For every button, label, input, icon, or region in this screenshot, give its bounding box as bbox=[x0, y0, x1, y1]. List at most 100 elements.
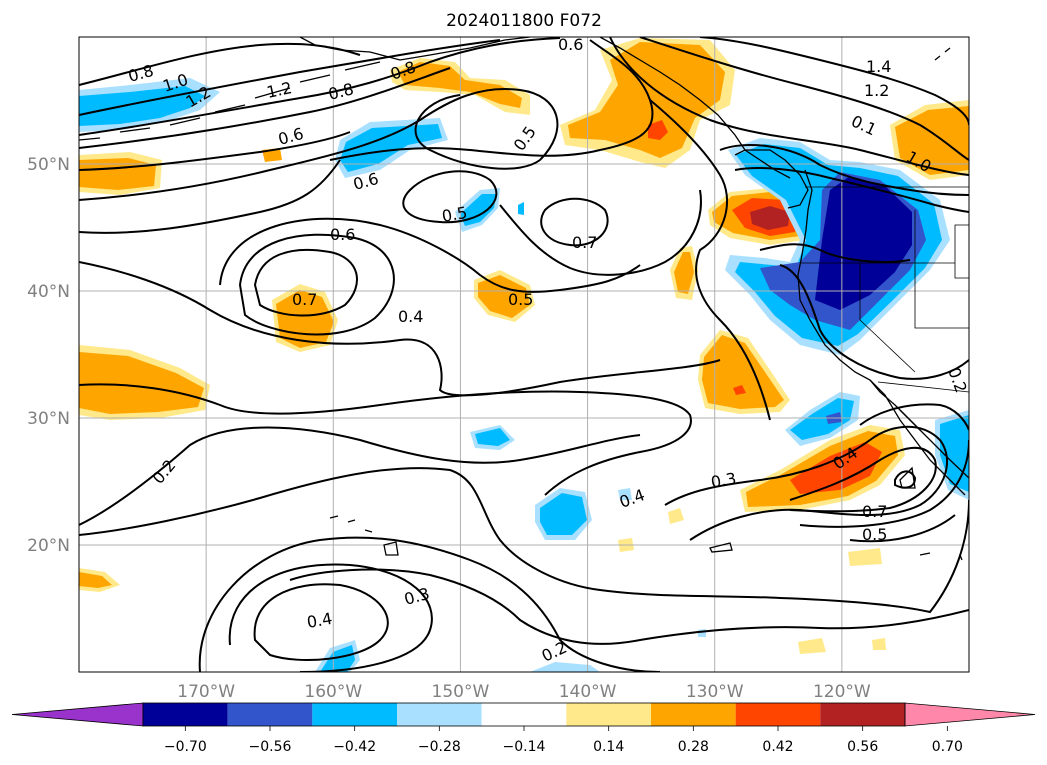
colorbar-tick-label: −0.42 bbox=[333, 739, 376, 755]
contour-jet-3 bbox=[894, 470, 917, 489]
latitude-tick-label: 50°N bbox=[27, 155, 70, 175]
colorbar-tick-label: −0.28 bbox=[418, 739, 461, 755]
fill-positive-small-d bbox=[848, 548, 882, 566]
border-state-east bbox=[914, 210, 969, 329]
contour-jet-4 bbox=[799, 439, 969, 528]
colorbar-extend-low bbox=[11, 702, 144, 727]
fill-negative-bottom-mid bbox=[530, 662, 600, 672]
contour-label: 0.4 bbox=[398, 307, 423, 326]
contour-right-8 bbox=[779, 264, 969, 380]
fill-positive-right-edge-55n-inner bbox=[895, 106, 969, 175]
longitude-tick-label: 170°W bbox=[177, 682, 235, 702]
fill-negative-148w-28n-inner bbox=[475, 428, 510, 446]
fill-positive-small-e bbox=[872, 638, 886, 650]
contour-lines bbox=[79, 37, 969, 672]
contour-mid-loop-2 bbox=[329, 39, 654, 161]
border-us-mexico bbox=[877, 381, 969, 393]
fill-positive-gulf-alaska-core bbox=[648, 120, 668, 140]
contour-label: 0.7 bbox=[862, 502, 887, 521]
colorbar-segment bbox=[397, 703, 482, 726]
contour-mid-loop-1 bbox=[414, 94, 541, 170]
colorbar-tick-label: −0.14 bbox=[503, 739, 546, 755]
latitude-tick-label: 30°N bbox=[27, 409, 70, 429]
fill-positive-small-c bbox=[798, 638, 826, 654]
contour-mid-loop-3 bbox=[402, 170, 498, 224]
contour-mid-3 bbox=[499, 189, 702, 276]
contour-upper-3 bbox=[79, 37, 561, 136]
border-state-nv bbox=[859, 263, 916, 373]
fill-positive-small-a bbox=[668, 508, 684, 524]
colorbar-tick-label: −0.70 bbox=[164, 739, 207, 755]
contour-upper-1 bbox=[79, 42, 361, 86]
colorbar-segment bbox=[651, 703, 736, 726]
colorbar-tick-label: 0.28 bbox=[678, 739, 709, 755]
contour-right-7 bbox=[759, 243, 911, 263]
colorbar: −0.70 −0.56 −0.42 −0.28 −0.14 0.14 0.28 0.42 0.5… bbox=[11, 702, 1036, 755]
contour-low-loop-2 bbox=[238, 233, 395, 336]
fill-positive-nw-coast-peak bbox=[750, 206, 790, 230]
contour-label: 1.2 bbox=[265, 78, 294, 102]
fill-negative-518 bbox=[518, 202, 524, 215]
contour-subtrop-3 bbox=[79, 467, 969, 614]
fill-positive-130w-32n-core bbox=[733, 385, 746, 395]
contour-label: 0.3 bbox=[709, 469, 737, 492]
hawaii-islands bbox=[329, 515, 399, 556]
contour-upper-2 bbox=[79, 39, 501, 116]
contour-right-5 bbox=[719, 144, 969, 196]
positive-anomaly-fills bbox=[79, 38, 969, 654]
negative-anomaly-fills bbox=[79, 78, 969, 672]
longitude-tick-label: 150°W bbox=[432, 682, 490, 702]
latitude-tick-labels: 20°N 30°N 40°N 50°N bbox=[27, 155, 70, 556]
colorbar-segment bbox=[566, 703, 651, 726]
contour-label: 0.5 bbox=[440, 203, 468, 226]
contour-label: 0.7 bbox=[292, 290, 317, 309]
fill-negative-pnw-trough-core bbox=[815, 176, 912, 310]
contour-upper-7 bbox=[79, 159, 341, 234]
map-panel: 0.8 1.0 1.2 0.8 1.2 0.8 0.6 0.5 0.6 1.4 … bbox=[79, 35, 969, 672]
contour-label: 0.4 bbox=[305, 609, 333, 632]
contour-right-6 bbox=[734, 167, 969, 213]
coastline-mexico-gulf bbox=[899, 409, 969, 479]
longitude-tick-labels: 170°W 160°W 150°W 140°W 130°W 120°W bbox=[177, 682, 871, 702]
fill-positive-665-270-inner bbox=[674, 252, 694, 294]
contour-jet-2 bbox=[789, 446, 937, 513]
longitude-tick-label: 140°W bbox=[559, 682, 617, 702]
contour-label: 0.6 bbox=[558, 35, 583, 54]
fill-negative-160w-21n-inner bbox=[540, 493, 587, 535]
contour-right-4 bbox=[649, 99, 771, 421]
colorbar-tick-label: 0.42 bbox=[762, 739, 793, 755]
colorbar-segment bbox=[312, 703, 397, 726]
colorbar-segment bbox=[143, 703, 228, 726]
fill-positive-left-17n-inner bbox=[79, 572, 112, 588]
fill-negative-small-g bbox=[698, 629, 706, 637]
colorbar-extend-high bbox=[904, 702, 1036, 727]
fill-negative-150w-48n-inner bbox=[460, 194, 496, 226]
latitude-tick-label: 40°N bbox=[27, 282, 70, 302]
colorbar-segment bbox=[227, 703, 313, 726]
contour-subtrop-6 bbox=[228, 563, 433, 672]
contour-subtrop-2 bbox=[79, 426, 641, 526]
coastline-aleutians bbox=[79, 61, 381, 141]
contour-low-loop-3 bbox=[219, 217, 641, 293]
contour-label: 1.4 bbox=[866, 57, 891, 76]
contour-upper-5 bbox=[79, 131, 351, 171]
contour-subtrop-5 bbox=[253, 583, 389, 661]
colorbar-tick-label: 0.56 bbox=[847, 739, 878, 755]
colorbar-tick-label: 0.70 bbox=[932, 739, 963, 755]
contour-jet-5 bbox=[849, 514, 956, 543]
fill-negative-small-f bbox=[618, 488, 632, 500]
colorbar-segment bbox=[735, 703, 821, 726]
contour-label: 0.7 bbox=[572, 233, 597, 252]
fill-positive-gulf-alaska-inner bbox=[568, 42, 725, 158]
longitude-tick-label: 120°W bbox=[813, 682, 871, 702]
fill-positive-left-edge-50n-inner bbox=[79, 158, 156, 190]
fill-negative-right-lower-inner bbox=[790, 398, 854, 440]
contour-label: 0.6 bbox=[330, 225, 355, 244]
fill-positive-left-30n-inner bbox=[79, 352, 204, 414]
contour-right-3 bbox=[609, 37, 969, 176]
contour-label: 0.5 bbox=[508, 290, 533, 309]
contour-subtrop-7 bbox=[198, 536, 661, 672]
longitude-tick-label: 130°W bbox=[686, 682, 744, 702]
latitude-tick-label: 20°N bbox=[27, 536, 70, 556]
